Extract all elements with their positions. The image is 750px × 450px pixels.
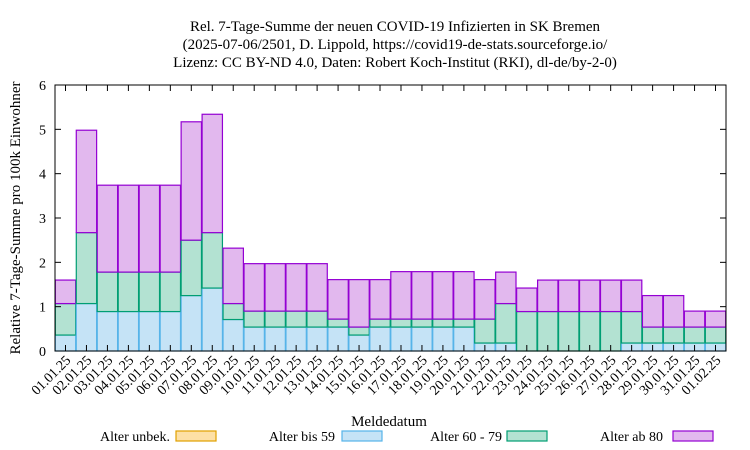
bar-segment-4 xyxy=(264,263,286,312)
bar-segment-4 xyxy=(683,310,706,328)
y-axis: 0 1 2 3 4 5 6 xyxy=(39,79,726,360)
chart-title-line-2: (2025-07-06/2501, D. Lippold, https://co… xyxy=(183,37,608,53)
bar-segment-3 xyxy=(411,318,433,328)
bar-segment-2 xyxy=(201,287,224,352)
bar-segment-3 xyxy=(390,318,412,328)
bar-segment-4 xyxy=(201,113,224,234)
bar-segment-3 xyxy=(327,318,349,328)
bar-segment-4 xyxy=(599,279,622,313)
y-tick-label: 1 xyxy=(39,301,46,316)
bar-segment-3 xyxy=(474,318,496,344)
bar-segment-4 xyxy=(578,279,601,313)
y-tick-label: 5 xyxy=(39,123,46,138)
legend-label: Alter unbek. xyxy=(100,430,170,445)
bar-stacks xyxy=(54,113,727,352)
bar-segment-3 xyxy=(348,326,370,336)
bar-segment-3 xyxy=(432,318,454,328)
bar-segment-4 xyxy=(285,263,307,312)
bar-segment-4 xyxy=(536,279,559,313)
x-axis-label: Meldedatum xyxy=(351,414,427,430)
legend-swatch xyxy=(672,430,714,442)
bar-segment-3 xyxy=(495,302,517,344)
bar-segment-4 xyxy=(243,263,265,312)
y-axis-label: Relative 7-Tage-Summe pro 100k Einwohner xyxy=(8,81,24,354)
y-tick-label: 0 xyxy=(39,345,46,360)
bar-segment-3 xyxy=(243,310,265,328)
legend-swatch xyxy=(506,430,548,442)
bar-segment-4 xyxy=(75,129,98,234)
bar-segment-3 xyxy=(306,310,328,328)
bar-segment-3 xyxy=(453,318,475,328)
legend-label: Alter 60 - 79 xyxy=(430,430,502,445)
bar-segment-4 xyxy=(390,271,412,320)
legend-swatch xyxy=(175,430,217,442)
chart-title: Rel. 7-Tage-Summe der neuen COVID-19 Inf… xyxy=(173,19,617,71)
bar-segment-4 xyxy=(138,184,161,273)
bar-segment-4 xyxy=(411,271,433,320)
bar-segment-4 xyxy=(453,271,475,320)
y-tick-label: 3 xyxy=(39,212,46,227)
bar-segment-3 xyxy=(369,318,391,328)
bar-segment-3 xyxy=(180,239,203,297)
bar-segment-2 xyxy=(180,294,203,352)
bar-segment-3 xyxy=(54,302,77,336)
y-tick-label: 6 xyxy=(39,79,46,94)
legend-label: Alter ab 80 xyxy=(600,430,663,445)
legend-swatch xyxy=(341,430,383,442)
bar-segment-4 xyxy=(516,287,538,313)
bar-segment-4 xyxy=(327,279,349,320)
bar-segment-4 xyxy=(348,279,370,328)
bar-segment-4 xyxy=(474,279,496,320)
bar-segment-4 xyxy=(54,279,77,305)
bar-segment-4 xyxy=(222,247,244,305)
bar-segment-4 xyxy=(704,310,727,328)
bar-segment-4 xyxy=(306,263,328,312)
bar-segment-3 xyxy=(683,326,706,344)
bar-segment-2 xyxy=(75,302,98,352)
bar-segment-3 xyxy=(285,310,307,328)
bar-segment-3 xyxy=(138,271,161,313)
bar-segment-4 xyxy=(662,294,685,328)
bar-segment-3 xyxy=(704,326,727,344)
bar-segment-3 xyxy=(96,271,119,313)
bar-segment-4 xyxy=(117,184,140,273)
bar-segment-4 xyxy=(369,279,391,320)
bar-segment-3 xyxy=(264,310,286,328)
y-tick-label: 4 xyxy=(39,168,46,183)
bar-segment-3 xyxy=(662,326,685,344)
bar-segment-3 xyxy=(641,326,664,344)
chart-title-line-3: Lizenz: CC BY-ND 4.0, Daten: Robert Koch… xyxy=(173,55,617,71)
bar-segment-3 xyxy=(201,232,224,289)
bar-segment-4 xyxy=(159,184,182,273)
bar-segment-4 xyxy=(620,279,643,313)
legend: Alter unbek. Alter bis 59 Alter 60 - 79 Alt… xyxy=(100,430,714,445)
bar-segment-4 xyxy=(96,184,119,273)
bar-segment-3 xyxy=(222,302,244,321)
y-tick-label: 2 xyxy=(39,256,46,271)
bar-segment-4 xyxy=(557,279,580,313)
bar-segment-4 xyxy=(180,121,203,241)
bar-segment-3 xyxy=(620,310,643,344)
bar-segment-4 xyxy=(432,271,454,320)
bar-segment-3 xyxy=(117,271,140,313)
bar-segment-3 xyxy=(159,271,182,313)
bar-segment-3 xyxy=(75,232,98,305)
legend-label: Alter bis 59 xyxy=(269,430,335,445)
bar-segment-4 xyxy=(495,271,517,305)
chart-title-line-1: Rel. 7-Tage-Summe der neuen COVID-19 Inf… xyxy=(190,19,601,35)
bar-segment-4 xyxy=(641,294,664,328)
